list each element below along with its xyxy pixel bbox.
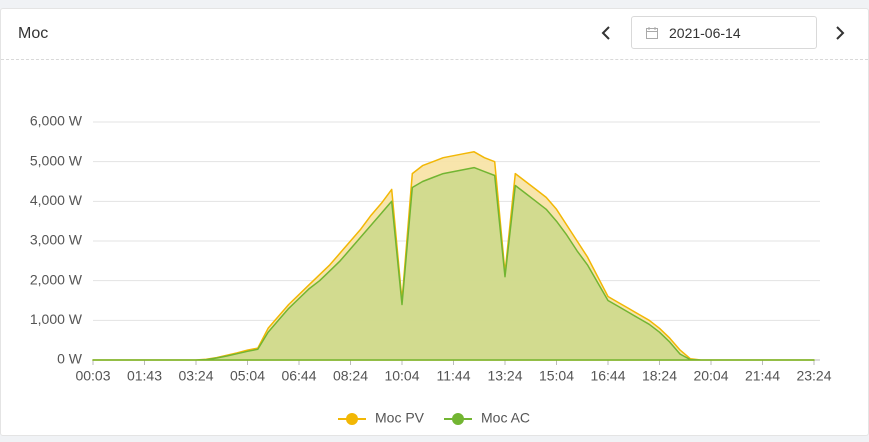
calendar-icon [646, 27, 658, 39]
x-tick-label: 11:44 [437, 368, 471, 384]
title: Moc [18, 25, 49, 42]
x-tick-label: 10:04 [384, 368, 419, 384]
y-tick-label: 3,000 W [30, 232, 83, 248]
legend-label: Moc AC [481, 410, 530, 426]
x-tick-label: 08:24 [333, 368, 368, 384]
date-picker[interactable]: 2021-06-14 [631, 16, 817, 49]
x-tick-label: 20:04 [693, 368, 728, 384]
x-tick-label: 23:24 [796, 368, 831, 384]
x-tick-label: 03:24 [178, 368, 213, 384]
x-tick-label: 15:04 [539, 368, 574, 384]
y-tick-label: 4,000 W [30, 192, 83, 208]
x-tick-label: 06:44 [281, 368, 316, 384]
area-series [92, 166, 815, 361]
x-tick-label: 13:24 [487, 368, 522, 384]
legend-marker [452, 413, 464, 425]
y-tick-label: 2,000 W [30, 271, 83, 287]
x-tick-label: 21:44 [745, 368, 780, 384]
y-tick-label: 0 W [57, 351, 83, 367]
x-tick-label: 16:44 [590, 368, 625, 384]
next-button[interactable] [833, 25, 847, 41]
prev-button[interactable] [599, 25, 613, 41]
y-tick-label: 1,000 W [30, 311, 83, 327]
x-tick-label: 05:04 [230, 368, 265, 384]
x-tick-label: 18:24 [642, 368, 677, 384]
legend-marker [346, 413, 358, 425]
y-tick-label: 6,000 W [30, 113, 83, 129]
x-tick-label: 00:03 [75, 368, 110, 384]
legend-label: Moc PV [375, 410, 425, 426]
y-tick-label: 5,000 W [30, 152, 83, 168]
header: Moc 2021-06-14 [1, 9, 868, 60]
x-tick-label: 01:43 [127, 368, 162, 384]
